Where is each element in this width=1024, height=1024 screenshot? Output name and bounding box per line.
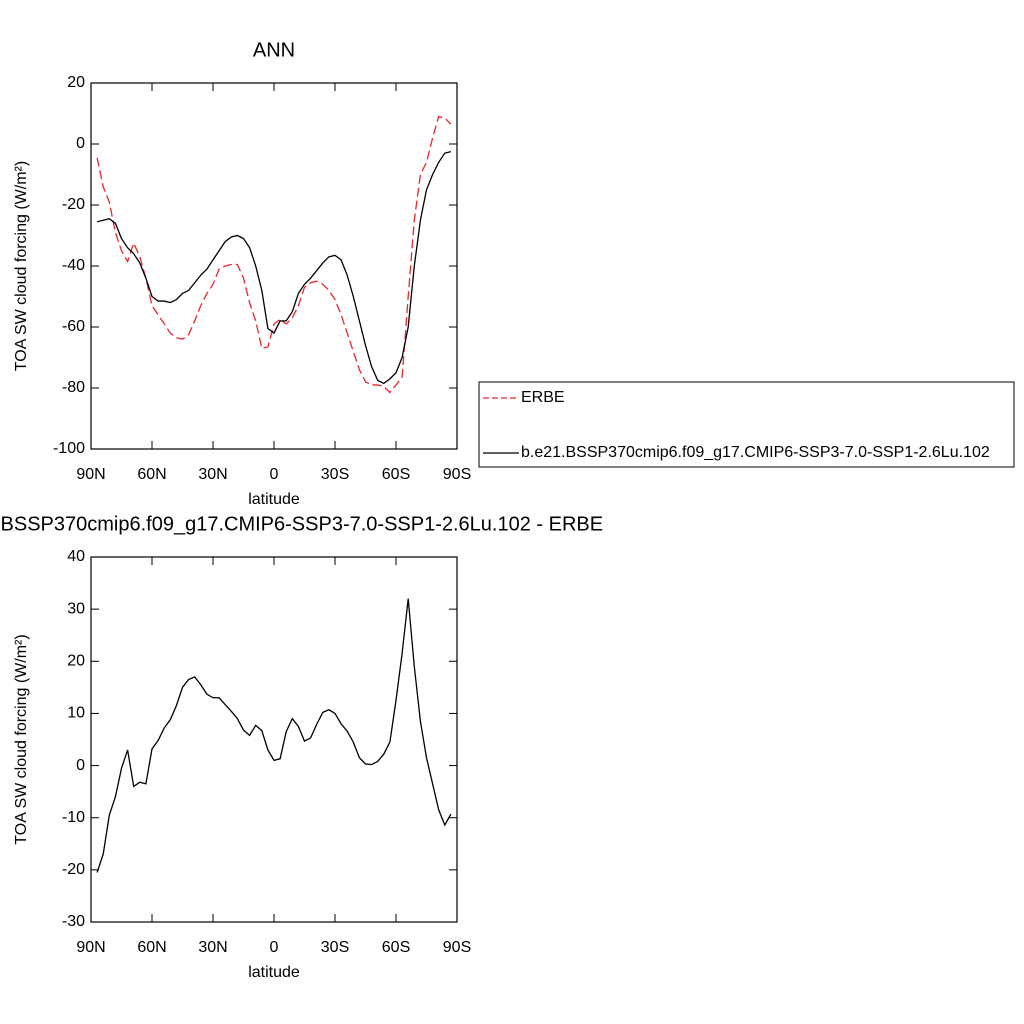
x-tick-label: 60N [137, 466, 166, 483]
x-tick-label: 0 [270, 466, 279, 483]
x-tick-label: 30S [321, 466, 349, 483]
y-axis-label: TOA SW cloud forcing (W/m²) [13, 161, 30, 371]
y-axis-label: TOA SW cloud forcing (W/m²) [13, 634, 30, 844]
y-tick-label: -80 [62, 379, 85, 396]
legend-label: ERBE [521, 389, 565, 406]
x-tick-label: 0 [270, 939, 279, 956]
x-tick-label: 90S [443, 939, 471, 956]
y-tick-label: 20 [67, 653, 85, 670]
plot-frame [90, 82, 458, 450]
chart-title: ANN [253, 39, 295, 61]
legend-label: b.e21.BSSP370cmip6.f09_g17.CMIP6-SSP3-7.… [521, 444, 990, 461]
y-tick-label: 30 [67, 600, 85, 617]
x-axis-label: latitude [248, 491, 300, 508]
y-tick-label: 0 [76, 135, 85, 152]
data-line [96, 115, 452, 394]
chart-title: b.e21.BSSP370cmip6.f09_g17.CMIP6-SSP3-7.… [0, 513, 603, 535]
x-tick-label: 60S [382, 466, 410, 483]
y-tick-label: 20 [67, 74, 85, 91]
y-tick-label: 10 [67, 705, 85, 722]
legend-box [478, 381, 1015, 468]
y-tick-label: 40 [67, 548, 85, 565]
y-tick-label: -20 [62, 196, 85, 213]
y-tick-label: -100 [53, 440, 85, 457]
y-tick-label: -40 [62, 257, 85, 274]
y-tick-label: -10 [62, 809, 85, 826]
y-tick-label: -30 [62, 913, 85, 930]
data-line [96, 598, 452, 873]
x-tick-label: 30N [198, 466, 227, 483]
x-axis-label: latitude [248, 964, 300, 981]
x-tick-label: 30S [321, 939, 349, 956]
data-line [96, 150, 452, 385]
plot-frame [90, 556, 458, 923]
x-tick-label: 90S [443, 466, 471, 483]
y-tick-label: -60 [62, 318, 85, 335]
y-tick-label: -20 [62, 861, 85, 878]
x-tick-label: 90N [76, 466, 105, 483]
x-tick-label: 60S [382, 939, 410, 956]
x-tick-label: 60N [137, 939, 166, 956]
x-tick-label: 90N [76, 939, 105, 956]
x-tick-label: 30N [198, 939, 227, 956]
y-tick-label: 0 [76, 757, 85, 774]
